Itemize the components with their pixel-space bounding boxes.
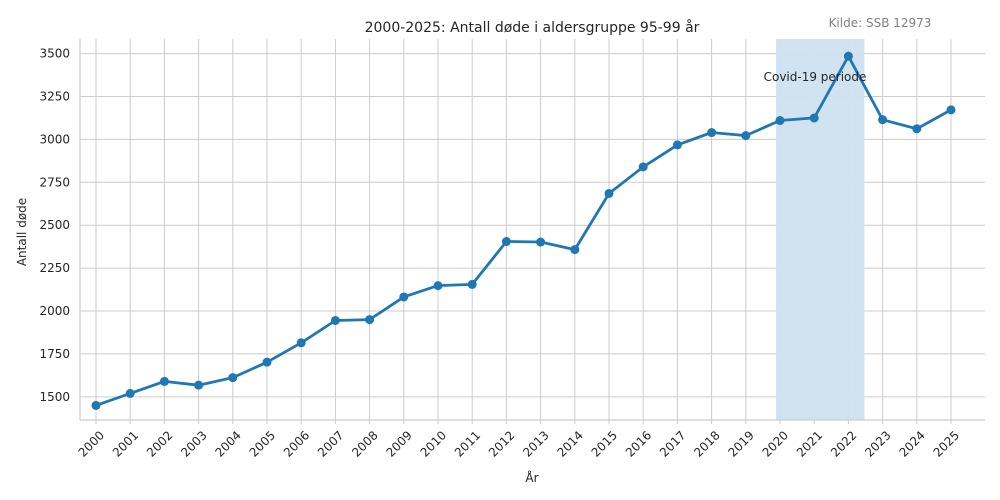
x-tick-label: 2016 [623, 428, 654, 459]
data-point [570, 245, 580, 255]
x-tick-label: 2012 [486, 428, 517, 459]
covid-highlight [776, 39, 865, 420]
y-tick-label: 1750 [39, 347, 70, 361]
x-tick-label: 2013 [520, 428, 551, 459]
y-tick-label: 2000 [39, 304, 70, 318]
y-tick-label: 2500 [39, 218, 70, 232]
data-point [262, 357, 272, 367]
data-point [912, 124, 922, 134]
source-note: Kilde: SSB 12973 [829, 16, 932, 30]
x-tick-label: 2001 [110, 428, 141, 459]
data-point [159, 376, 169, 386]
x-tick-label: 2008 [349, 428, 380, 459]
data-point [330, 315, 340, 325]
data-point [741, 131, 751, 141]
y-tick-label: 3000 [39, 132, 70, 146]
x-tick-label: 2022 [828, 428, 859, 459]
x-axis-label: År [525, 470, 538, 485]
data-point [91, 400, 101, 410]
x-tick-label: 2014 [554, 428, 585, 459]
x-tick-label: 2023 [862, 428, 893, 459]
x-tick-label: 2019 [725, 428, 756, 459]
x-tick-label: 2003 [178, 428, 209, 459]
data-point [365, 315, 375, 325]
x-tick-label: 2007 [315, 428, 346, 459]
series-line [95, 54, 952, 407]
data-point [536, 237, 546, 247]
x-tick-label: 2015 [589, 428, 620, 459]
data-point [194, 380, 204, 390]
x-tick-label: 2017 [657, 428, 688, 459]
x-tick-label: 2025 [931, 428, 962, 459]
data-point [843, 51, 853, 61]
data-point [672, 140, 682, 150]
x-tick-label: 2011 [452, 428, 483, 459]
highlight-label: Covid-19 periode [764, 70, 867, 84]
x-tick-label: 2020 [760, 428, 791, 459]
data-point [638, 162, 648, 172]
y-tick-label: 3250 [39, 89, 70, 103]
data-point [296, 338, 306, 348]
x-tick-label: 2024 [896, 428, 927, 459]
data-point [125, 388, 135, 398]
x-tick-label: 2021 [794, 428, 825, 459]
x-tick-label: 2006 [281, 428, 312, 459]
data-point [433, 281, 443, 291]
data-point [501, 237, 511, 247]
data-point [604, 188, 614, 198]
x-tick-label: 2018 [691, 428, 722, 459]
data-point [946, 105, 956, 115]
series [91, 51, 956, 410]
data-point [707, 128, 717, 138]
data-point [228, 373, 238, 383]
x-tick-label: 2005 [247, 428, 278, 459]
y-tick-label: 2250 [39, 261, 70, 275]
x-tick-label: 2000 [76, 428, 107, 459]
data-point [878, 115, 888, 125]
y-tick-label: 3500 [39, 47, 70, 61]
y-axis-label: Antall døde [15, 198, 29, 266]
highlight-band [776, 39, 865, 420]
chart-title: 2000-2025: Antall døde i aldersgruppe 95… [365, 19, 700, 36]
data-point [467, 279, 477, 289]
y-tick-label: 1500 [39, 390, 70, 404]
data-point [399, 292, 409, 302]
y-tick-label: 2750 [39, 175, 70, 189]
x-tick-label: 2010 [418, 428, 449, 459]
x-tick-label: 2009 [383, 428, 414, 459]
x-tick-label: 2004 [212, 428, 243, 459]
x-tick-label: 2002 [144, 428, 175, 459]
data-point [775, 116, 785, 126]
labels: 2000-2025: Antall døde i aldersgruppe 95… [15, 16, 931, 485]
data-point [809, 113, 819, 123]
